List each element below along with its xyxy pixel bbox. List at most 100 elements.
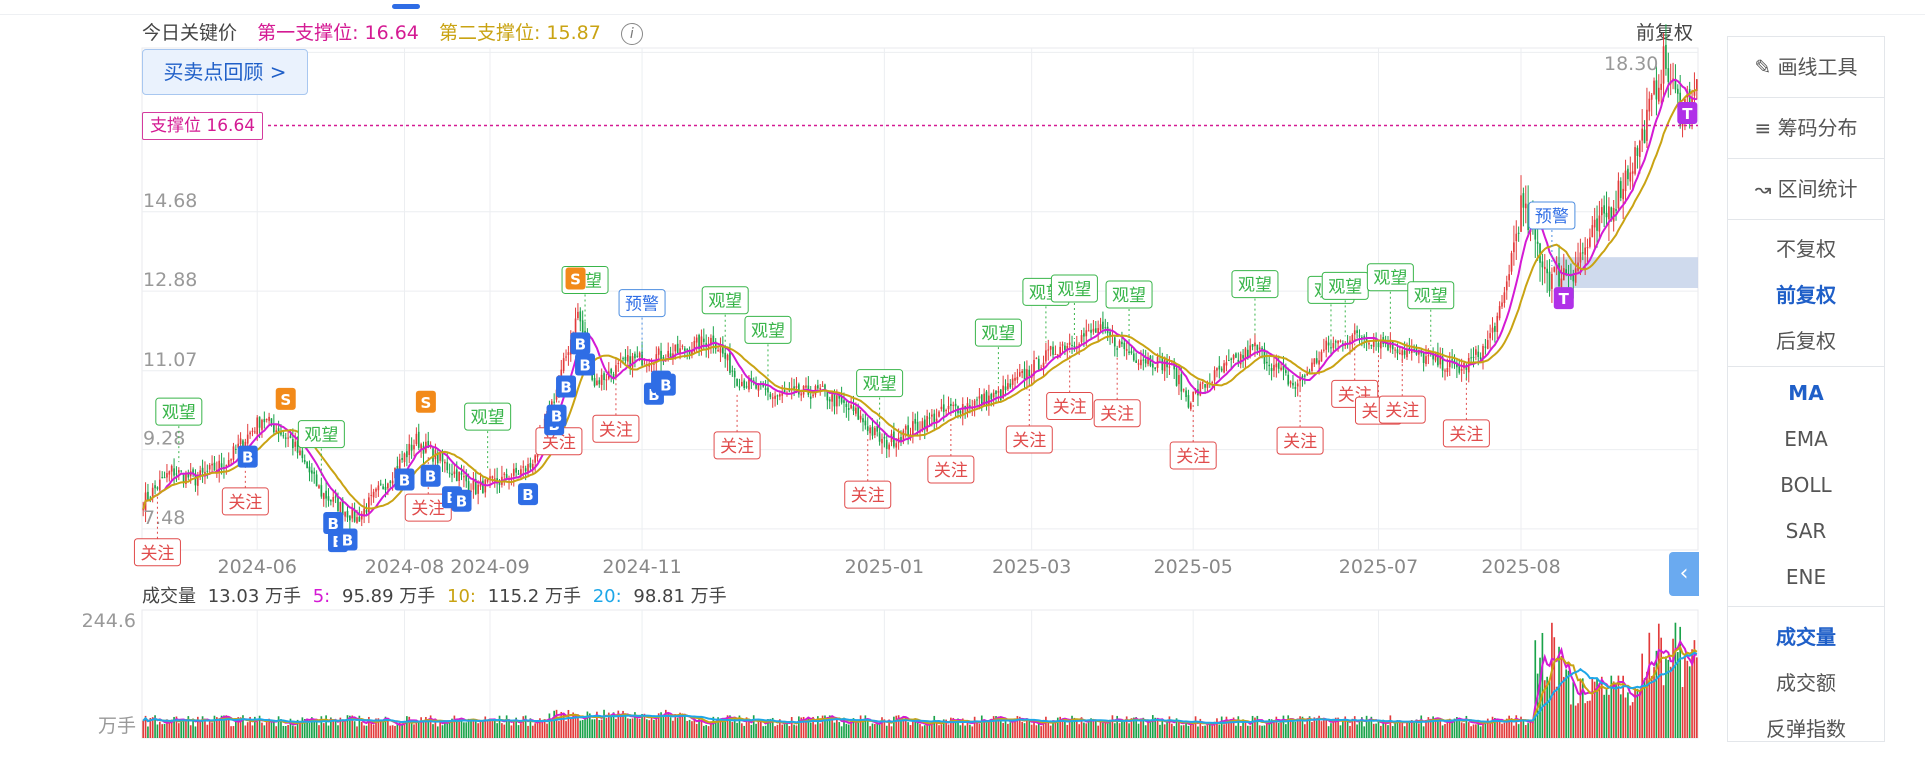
price-tick-label: 11.07 — [143, 349, 197, 371]
volume-bar — [1007, 723, 1009, 738]
sub-turnover[interactable]: 成交额 — [1776, 671, 1836, 695]
volume-bar — [1551, 622, 1553, 738]
indicator-boll[interactable]: BOLL — [1780, 473, 1832, 497]
volume-bar — [1558, 646, 1560, 738]
candle — [1125, 348, 1128, 351]
candle — [261, 419, 263, 430]
candle — [831, 394, 833, 402]
volume-bar — [1676, 652, 1679, 738]
volume-bar — [1384, 723, 1387, 738]
volume-bar — [767, 719, 769, 738]
volume-bar — [1094, 719, 1097, 738]
candle — [895, 443, 898, 448]
signal-text: 观望 — [981, 324, 1015, 344]
candle — [1018, 372, 1021, 377]
volume-bar — [1206, 724, 1209, 738]
candle — [1327, 342, 1330, 346]
adjust-backward[interactable]: 后复权 — [1776, 329, 1836, 353]
volume-bar — [750, 724, 753, 738]
signal-text: 观望 — [471, 408, 505, 428]
draw-tool-button[interactable]: ✎ 画线工具 — [1728, 37, 1884, 98]
range-stat-icon: ↝ — [1754, 177, 1772, 201]
candle — [265, 419, 268, 421]
volume-bar — [1484, 721, 1487, 738]
candle — [439, 453, 441, 461]
volume-bar — [1270, 719, 1273, 738]
candle — [674, 344, 677, 352]
volume-bar — [370, 723, 373, 738]
candle — [1201, 382, 1204, 384]
candle — [1059, 346, 1061, 356]
info-icon[interactable]: i — [620, 22, 643, 45]
indicator-sar[interactable]: SAR — [1785, 519, 1827, 543]
candle — [992, 392, 995, 398]
candle — [235, 448, 237, 450]
candle — [273, 424, 275, 433]
volume-bar — [859, 715, 862, 738]
candle — [874, 427, 876, 436]
buy-sell-review-button[interactable]: 买卖点回顾 > — [142, 49, 308, 95]
candle — [444, 461, 446, 464]
volume-bar — [1275, 716, 1278, 738]
candle — [805, 385, 807, 388]
candle — [1289, 381, 1292, 384]
volume-bar — [1216, 718, 1218, 738]
volume-bar — [679, 712, 681, 738]
chip-distribution-button[interactable]: ≡ 筹码分布 — [1728, 98, 1884, 159]
volume-bar — [1099, 721, 1102, 738]
indicator-ene[interactable]: ENE — [1785, 565, 1827, 589]
volume-bar — [1627, 692, 1629, 738]
sub-rebound[interactable]: 反弹指数 — [1766, 717, 1846, 739]
range-stat-button[interactable]: ↝ 区间统计 — [1728, 159, 1884, 220]
candle — [1368, 342, 1370, 345]
candle — [1330, 347, 1332, 349]
support1-value: 第一支撑位: 16.64 — [257, 22, 419, 44]
candle — [1558, 263, 1560, 287]
adjust-none[interactable]: 不复权 — [1776, 237, 1836, 261]
sub-volume[interactable]: 成交量 — [1776, 625, 1836, 649]
candle — [1064, 345, 1066, 350]
badge-text: B — [399, 472, 410, 490]
date-tick-label: 2024-06 — [218, 556, 297, 578]
volume-bar — [693, 719, 696, 738]
candle — [1102, 321, 1104, 329]
volume-bar — [1161, 720, 1164, 738]
volume-bar — [515, 717, 517, 738]
volume-bar — [379, 719, 382, 738]
candle — [303, 459, 306, 463]
volume-bar — [458, 721, 460, 738]
signal-text: 关注 — [411, 499, 445, 519]
signal-text: 关注 — [1100, 405, 1134, 425]
volume-bar — [1638, 690, 1641, 738]
volume-bar — [235, 720, 237, 738]
candle — [1066, 346, 1069, 350]
candle — [776, 395, 779, 397]
volume-bar — [1056, 717, 1059, 738]
collapse-panel-button[interactable]: ‹ — [1669, 552, 1699, 596]
candles — [142, 24, 1698, 530]
candle — [1154, 367, 1157, 369]
volume-bar — [565, 721, 567, 738]
volume-bar — [470, 719, 472, 738]
signal-text: 观望 — [1328, 277, 1362, 297]
volume-bar — [1118, 723, 1121, 738]
indicator-ma[interactable]: MA — [1788, 381, 1824, 405]
volume-bar — [1140, 720, 1142, 738]
candle — [1456, 362, 1458, 368]
candle — [1087, 330, 1090, 332]
signal-box — [974, 318, 1022, 347]
candle — [415, 433, 418, 445]
adjust-forward[interactable]: 前复权 — [1776, 283, 1836, 307]
volume-bar — [838, 722, 841, 738]
volume-bar — [1629, 705, 1632, 738]
volume-bar — [1102, 722, 1104, 738]
candle — [356, 517, 358, 523]
candle — [1113, 337, 1116, 347]
volume-bar — [1636, 688, 1639, 738]
volume-bar — [888, 719, 890, 738]
indicator-ema[interactable]: EMA — [1784, 427, 1828, 451]
candle — [1503, 292, 1506, 303]
candle — [349, 515, 351, 521]
volume-bar — [1016, 715, 1019, 738]
